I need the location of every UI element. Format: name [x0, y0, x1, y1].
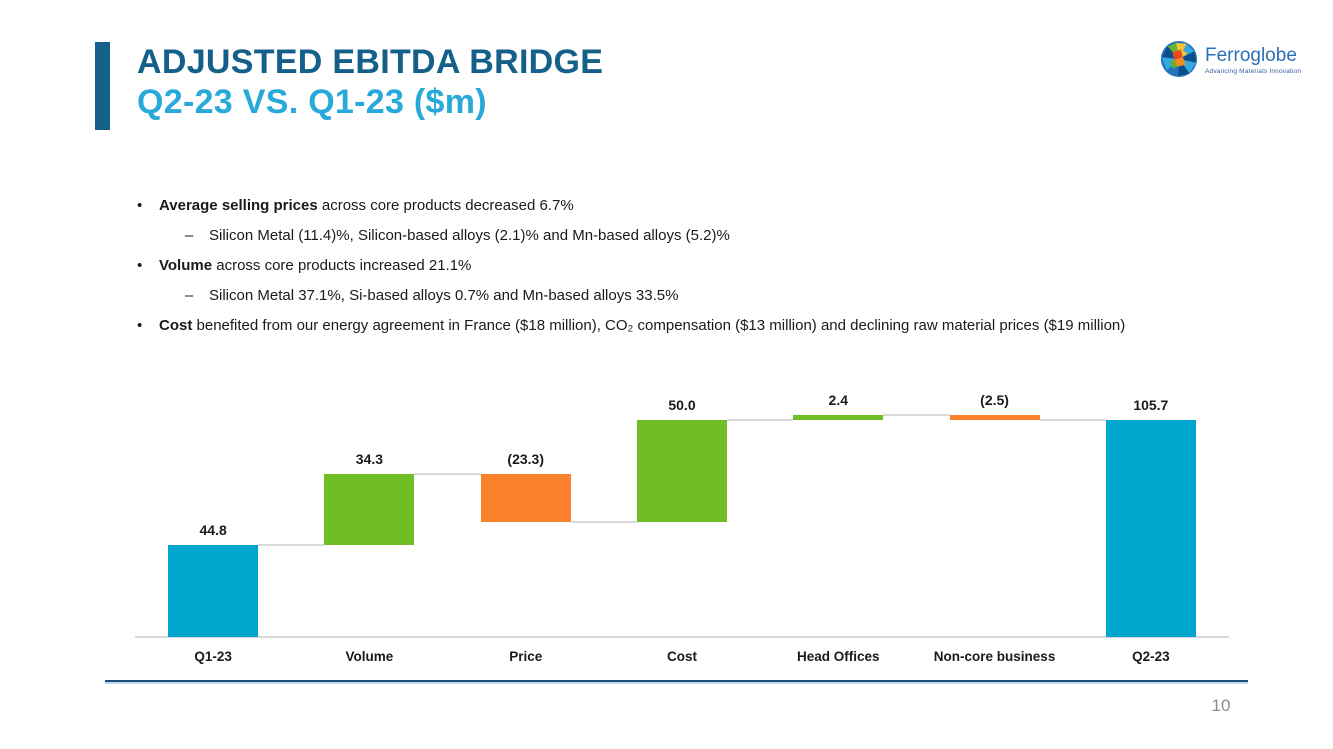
- sub-bullet-volume-detail-text: Silicon Metal 37.1%, Si-based alloys 0.7…: [209, 287, 679, 304]
- logo-company-name: Ferroglobe: [1205, 45, 1297, 66]
- title-accent-bar: [95, 42, 110, 130]
- ferroglobe-globe-icon: [1160, 40, 1198, 78]
- sub-bullet-asp-detail: – Silicon Metal (11.4)%, Silicon-based a…: [185, 227, 730, 244]
- bullet-asp: • Average selling prices across core pro…: [137, 197, 574, 214]
- waterfall-connector: [883, 413, 950, 416]
- waterfall-bar-q2-23: [1105, 419, 1196, 637]
- bullet-volume: • Volume across core products increased …: [137, 257, 471, 274]
- waterfall-connector: [1039, 418, 1106, 421]
- dash-marker: –: [185, 287, 194, 304]
- bullet-cost: • Cost benefited from our energy agreeme…: [137, 317, 1125, 334]
- bullet-marker: •: [137, 257, 143, 274]
- logo-text: Ferroglobe Advancing Materials Innovatio…: [1205, 46, 1301, 75]
- bar-value-label: 50.0: [668, 396, 696, 413]
- bullet-marker: •: [137, 317, 143, 334]
- dash-marker: –: [185, 227, 194, 244]
- waterfall-bar-q1-23: [168, 544, 259, 637]
- waterfall-connector: [414, 473, 481, 476]
- x-axis-line: [135, 636, 1229, 638]
- footer-divider-dark: [105, 680, 1248, 682]
- x-axis-label: Cost: [666, 649, 697, 664]
- x-axis-label: Price: [509, 649, 543, 664]
- x-axis-label: Non-core business: [933, 649, 1056, 664]
- x-axis-label: Head Offices: [797, 649, 880, 664]
- page-title: ADJUSTED EBITDA BRIDGE Q2-23 VS. Q1-23 (…: [137, 42, 603, 122]
- waterfall-bar-non-core-business: [949, 414, 1040, 420]
- bar-value-label: (23.3): [507, 451, 544, 468]
- page-number: 10: [1211, 696, 1231, 715]
- waterfall-connector: [258, 543, 325, 546]
- waterfall-bar-price: [480, 474, 571, 523]
- footer-divider-light: [105, 682, 1248, 684]
- footer-divider: [105, 680, 1248, 684]
- bullet-asp-text: Average selling prices across core produ…: [159, 197, 574, 214]
- bar-value-label: (2.5): [980, 391, 1009, 408]
- bar-value-label: 2.4: [828, 391, 849, 408]
- logo-tagline: Advancing Materials Innovation: [1205, 68, 1302, 75]
- bar-value-label: 44.8: [199, 521, 227, 538]
- waterfall-bar-volume: [324, 474, 415, 545]
- bar-value-label: 105.7: [1133, 396, 1169, 413]
- bullet-volume-text: Volume across core products increased 21…: [159, 257, 472, 274]
- bullet-cost-text: Cost benefited from our energy agreement…: [159, 317, 1126, 334]
- waterfall-connector: [570, 521, 637, 524]
- bar-value-label: 34.3: [355, 451, 384, 468]
- x-axis-label: Volume: [345, 649, 394, 664]
- sub-bullet-volume-detail: – Silicon Metal 37.1%, Si-based alloys 0…: [185, 287, 678, 304]
- title-line-1: ADJUSTED EBITDA BRIDGE: [137, 43, 604, 81]
- title-line-2: Q2-23 VS. Q1-23 ($m): [137, 83, 487, 121]
- waterfall-bar-head-offices: [793, 414, 884, 420]
- waterfall-connector: [727, 418, 794, 421]
- waterfall-bar-cost: [637, 419, 727, 523]
- bullet-marker: •: [137, 197, 143, 214]
- sub-bullet-asp-detail-text: Silicon Metal (11.4)%, Silicon-based all…: [209, 227, 730, 244]
- x-axis-label: Q2-23: [1132, 649, 1170, 664]
- ebitda-waterfall-chart: 44.8 Q1-23 34.3 Volume (23.3) Price 50.0 Cost 2.…: [135, 375, 1229, 664]
- x-axis-label: Q1-23: [194, 649, 232, 664]
- company-logo: Ferroglobe Advancing Materials Innovatio…: [1160, 40, 1301, 78]
